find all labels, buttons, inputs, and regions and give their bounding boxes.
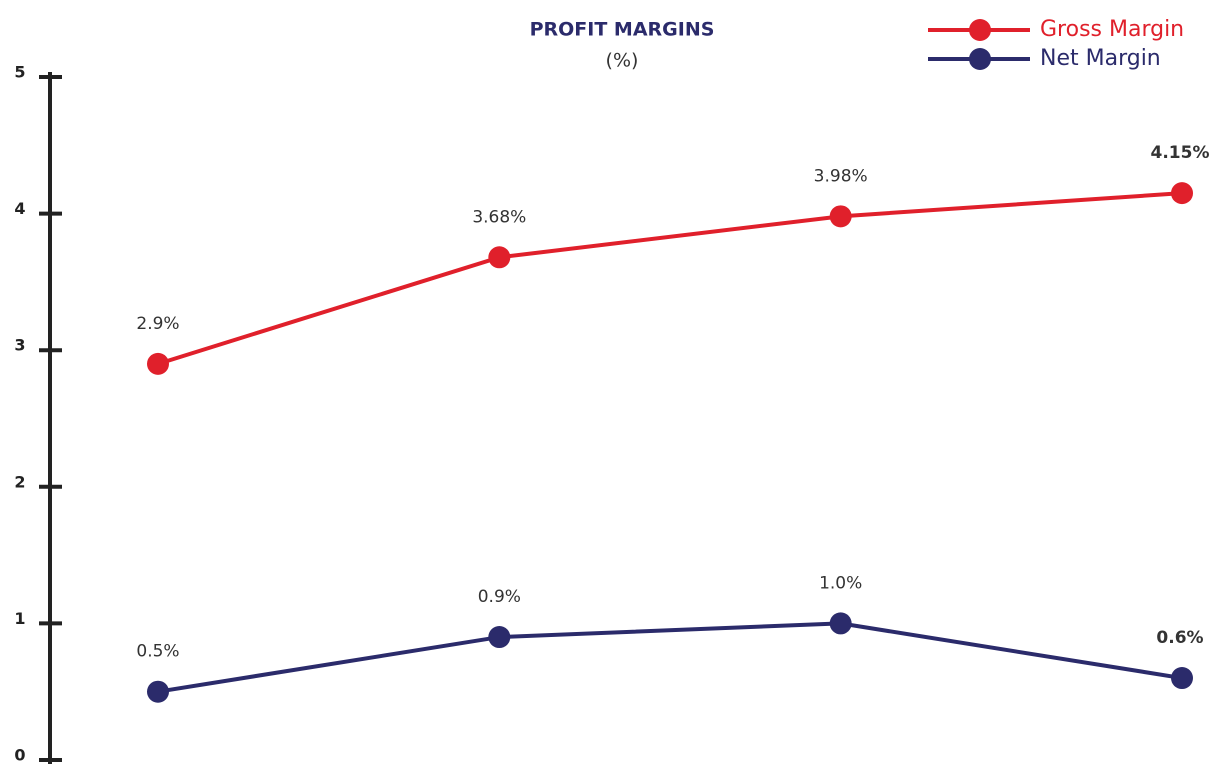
y-tick-label: 0 (14, 746, 25, 765)
data-point (1171, 182, 1193, 205)
series-line (157, 621, 1183, 694)
chart-title: PROFIT MARGINS (530, 19, 715, 41)
data-label: 3.98% (814, 166, 868, 186)
y-tick-label: 4 (14, 199, 25, 218)
data-label: 0.9% (478, 587, 521, 607)
data-label: 3.68% (472, 207, 526, 227)
data-label: 4.15% (1151, 143, 1210, 163)
y-tick-label: 5 (14, 63, 25, 82)
data-label: 2.9% (136, 314, 179, 334)
legend-marker (969, 48, 991, 70)
data-label: 1.0% (819, 573, 862, 593)
legend-label: Net Margin (1040, 46, 1161, 71)
data-point (829, 205, 852, 228)
data-point (829, 612, 852, 635)
y-tick-label: 1 (14, 609, 25, 628)
data-label: 0.5% (136, 642, 179, 662)
y-tick-label: 2 (14, 472, 25, 491)
series-line (157, 191, 1183, 366)
chart-subtitle: (%) (606, 50, 639, 72)
data-point (147, 680, 169, 703)
data-label: 0.6% (1156, 628, 1203, 648)
y-tick-label: 3 (14, 336, 25, 355)
legend-marker (969, 19, 991, 41)
data-point (488, 246, 511, 269)
data-point (488, 626, 511, 649)
data-point (147, 352, 169, 375)
legend-label: Gross Margin (1040, 17, 1184, 42)
data-point (1171, 667, 1193, 690)
